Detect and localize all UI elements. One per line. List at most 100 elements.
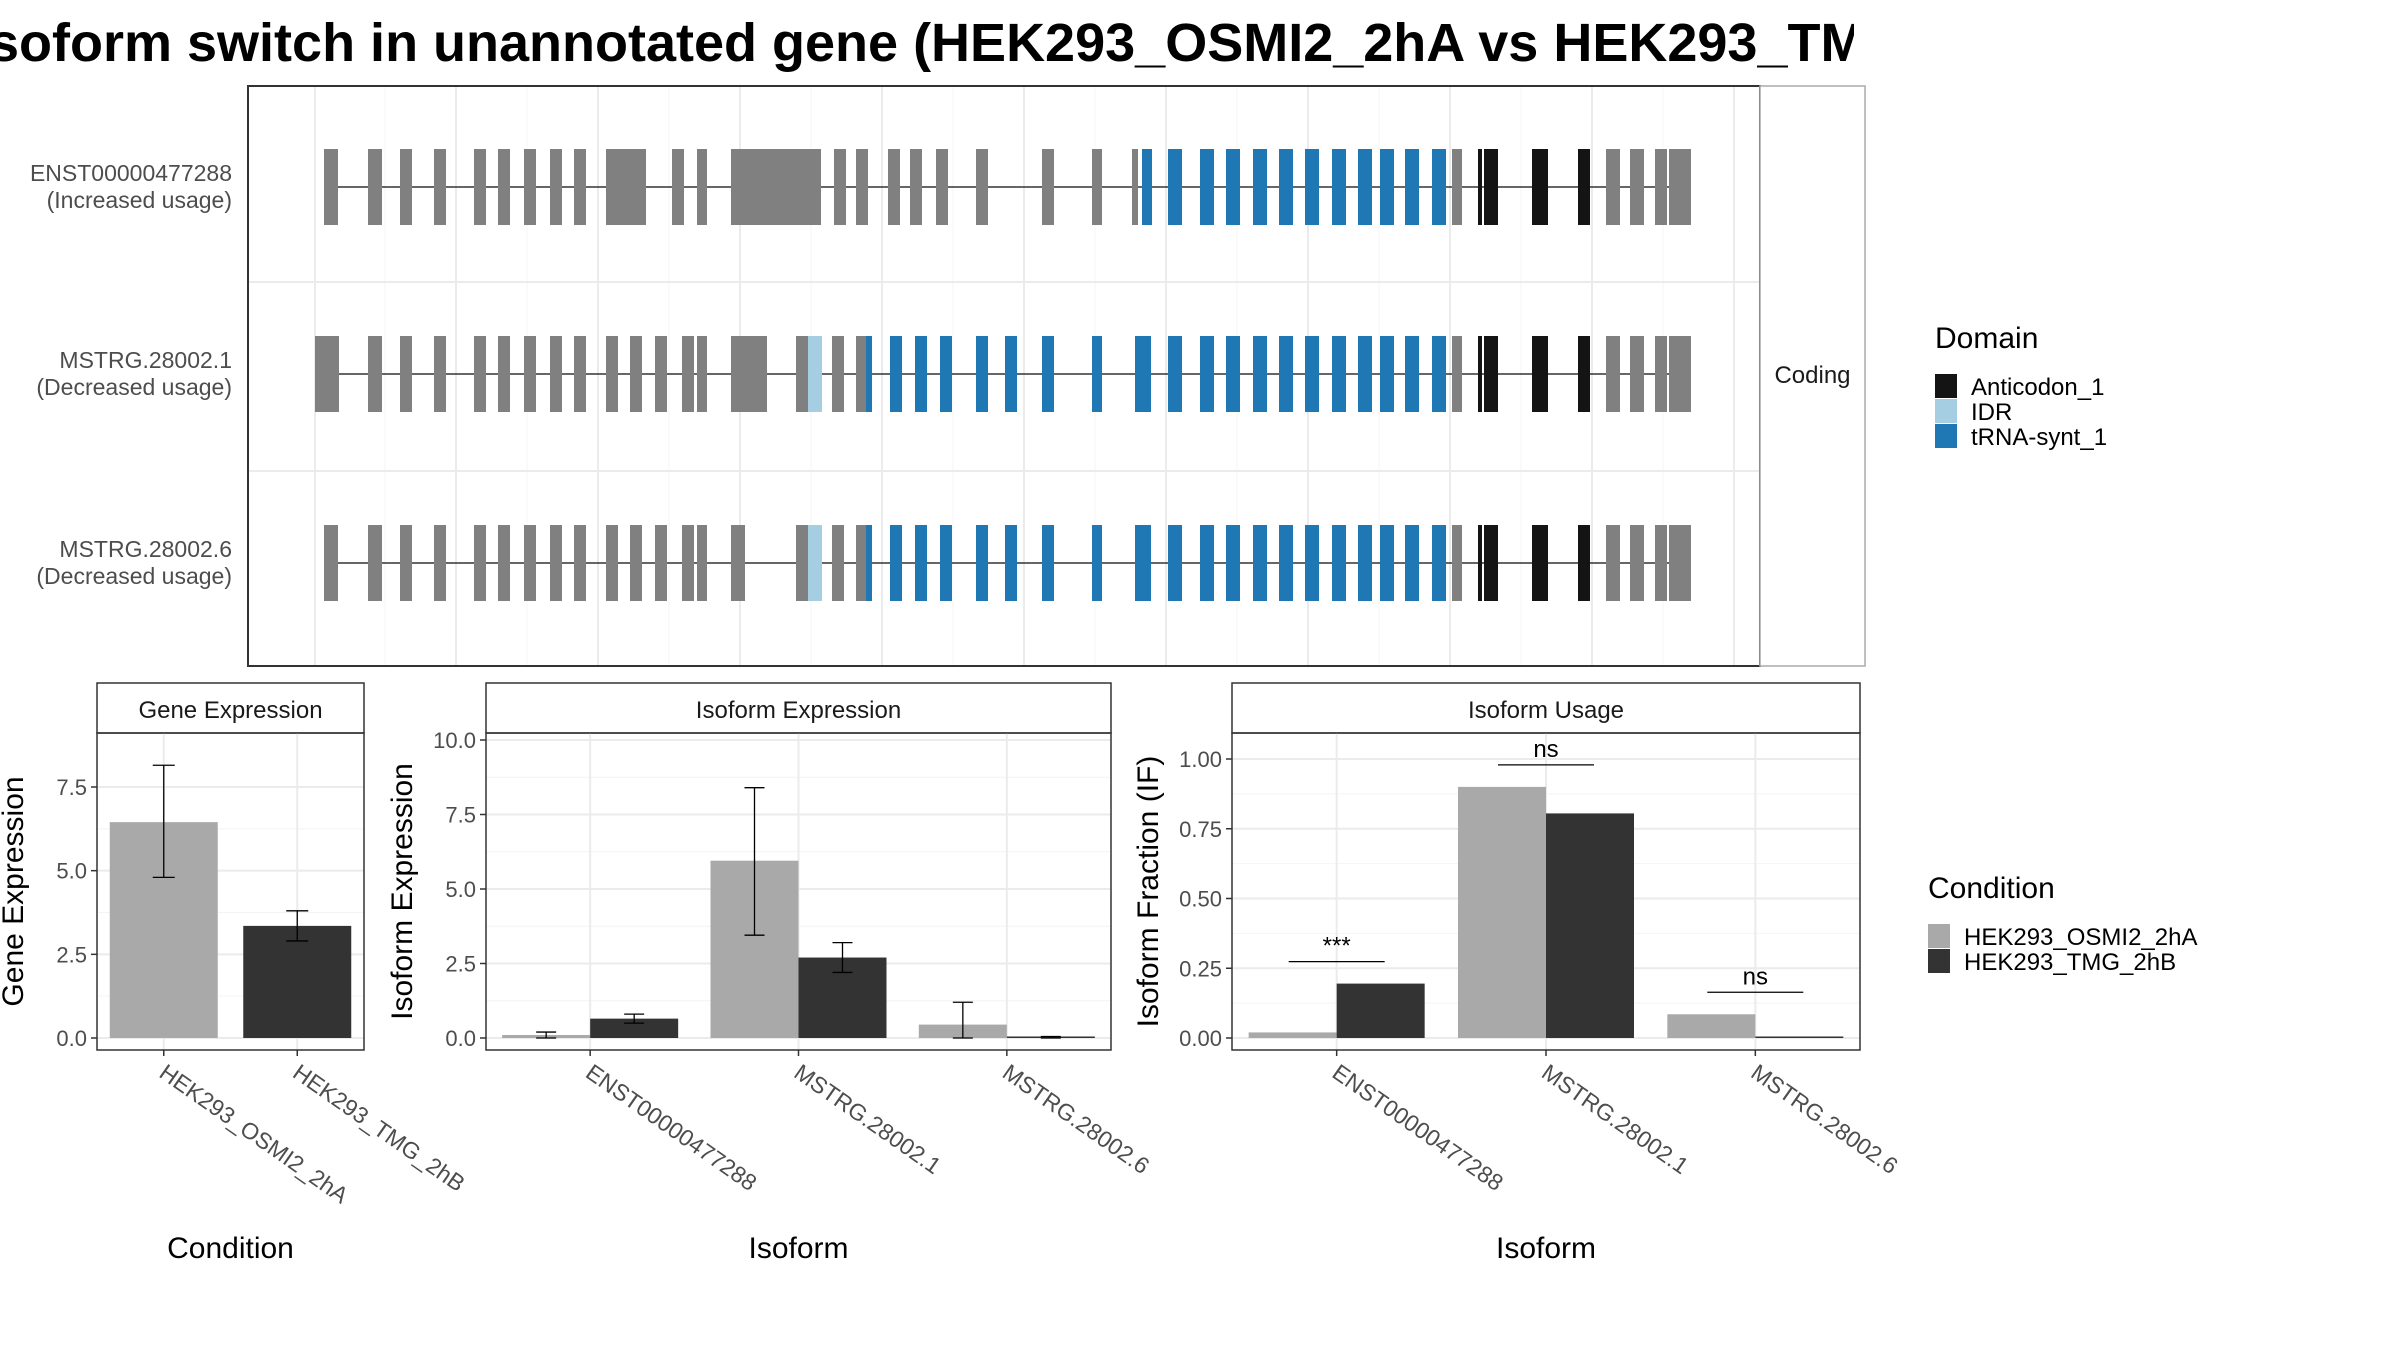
trna-synt-domain-block: [1279, 149, 1293, 225]
y-tick-label: 0.0: [445, 1026, 476, 1051]
utr-end-block: [1669, 535, 1691, 591]
exon-block: [1132, 149, 1138, 225]
exon-block: [400, 525, 412, 601]
trna-synt-domain-block: [1358, 336, 1372, 412]
legend-key: [1935, 399, 1957, 423]
exon-block: [672, 149, 684, 225]
legend-label: HEK293_OSMI2_2hA: [1964, 924, 2197, 951]
exon-block: [606, 149, 646, 225]
y-tick-label: 7.5: [56, 775, 87, 800]
legend-key: [1935, 374, 1957, 398]
figure-title: Isoform switch in unannotated gene (HEK2…: [0, 13, 1854, 73]
legend-key: [1935, 424, 1957, 448]
legend-label: HEK293_TMG_2hB: [1964, 949, 2176, 976]
exon-block: [474, 525, 486, 601]
exon-block: [324, 149, 338, 225]
exon-block: [832, 525, 844, 601]
legend-label: tRNA-synt_1: [1971, 424, 2107, 451]
trna-synt-domain-block: [1305, 149, 1319, 225]
exon-block: [1630, 525, 1644, 601]
transcript-status-label: (Decreased usage): [36, 374, 232, 400]
y-tick-label: 0.75: [1179, 817, 1222, 842]
significance-label: ***: [1323, 933, 1351, 960]
utr-end-block: [1669, 346, 1691, 402]
anticodon-domain-block: [1578, 525, 1590, 601]
exon-block: [630, 525, 642, 601]
anticodon-domain-block: [1484, 336, 1498, 412]
trna-synt-domain-block: [1092, 336, 1102, 412]
exon-block: [434, 525, 446, 601]
trna-synt-domain-block: [1279, 336, 1293, 412]
exon-block: [434, 149, 446, 225]
trna-synt-domain-block: [1332, 525, 1346, 601]
bar-HEK293_TMG_2hB-1: [590, 1018, 679, 1038]
bar-HEK293_TMG_2hB-3: [1755, 1036, 1844, 1038]
exon-block: [524, 525, 536, 601]
exon-block: [550, 336, 562, 412]
exon-block: [731, 149, 821, 225]
facet-strip-right: [1759, 85, 1866, 667]
legend-key: [1928, 949, 1950, 973]
transcript-status-label: (Decreased usage): [36, 563, 232, 589]
anticodon-domain-block: [1532, 525, 1548, 601]
y-axis-title: Gene Expression: [0, 776, 30, 1006]
anticodon-domain-block: [1478, 525, 1482, 601]
exon-block: [832, 336, 844, 412]
trna-synt-domain-block: [1405, 525, 1419, 601]
trna-synt-domain-block: [1042, 336, 1054, 412]
y-axis-title: Isoform Fraction (IF): [1132, 756, 1165, 1028]
exon-block: [606, 525, 618, 601]
y-tick-label: 0.25: [1179, 956, 1222, 981]
y-tick-label: 0.0: [56, 1026, 87, 1051]
y-tick-label: 7.5: [445, 803, 476, 828]
trna-synt-domain-block: [1200, 525, 1214, 601]
exon-block: [834, 149, 846, 225]
legend-key: [1928, 924, 1950, 948]
exon-block: [474, 336, 486, 412]
bar-2: [243, 925, 352, 1038]
exon-block: [697, 525, 707, 601]
domain-legend-title: Domain: [1935, 322, 2038, 355]
exon-block: [731, 336, 767, 412]
trna-synt-domain-block: [1168, 336, 1182, 412]
anticodon-domain-block: [1484, 149, 1498, 225]
trna-synt-domain-block: [1135, 336, 1151, 412]
trna-synt-domain-block: [1168, 525, 1182, 601]
exon-block: [574, 149, 586, 225]
exon-block: [1655, 336, 1667, 412]
exon-block: [682, 525, 694, 601]
figure-title-clip: Isoform switch in unannotated gene (HEK2…: [0, 0, 1865, 80]
trna-synt-domain-block: [1432, 336, 1446, 412]
x-tick-label: ENST00000477288: [1328, 1059, 1508, 1196]
exon-block: [434, 336, 446, 412]
transcript-row-2: [315, 336, 1691, 412]
exon-block: [400, 149, 412, 225]
trna-synt-domain-block: [1358, 149, 1372, 225]
exon-block: [574, 336, 586, 412]
trna-synt-domain-block: [1200, 149, 1214, 225]
y-tick-label: 10.0: [433, 728, 476, 753]
y-tick-label: 0.50: [1179, 887, 1222, 912]
transcript-row-3: [324, 525, 1691, 601]
utr-end-block: [1669, 159, 1691, 215]
chart-panel-2: Isoform Expression 0.0 2.5 5.0 7.5 10.0 ENST00…: [386, 682, 1154, 1265]
exon-block: [655, 525, 667, 601]
y-tick-label: 2.5: [56, 942, 87, 967]
trna-synt-domain-block: [1253, 336, 1267, 412]
exon-block: [1452, 525, 1462, 601]
y-tick-label: 1.00: [1179, 747, 1222, 772]
trna-synt-domain-block: [1305, 525, 1319, 601]
transcript-row-1: [324, 149, 1691, 225]
exon-block: [524, 336, 536, 412]
exon-block: [976, 149, 988, 225]
trna-synt-domain-block: [890, 525, 902, 601]
exon-block: [1655, 149, 1667, 225]
x-tick-label: MSTRG.28002.6: [1746, 1059, 1902, 1179]
transcript-name-label: ENST00000477288: [30, 160, 232, 186]
trna-synt-domain-block: [1005, 336, 1017, 412]
trna-synt-domain-block: [1042, 525, 1054, 601]
trna-synt-domain-block: [1358, 525, 1372, 601]
trna-synt-domain-block: [915, 336, 927, 412]
exon-block: [1452, 149, 1462, 225]
